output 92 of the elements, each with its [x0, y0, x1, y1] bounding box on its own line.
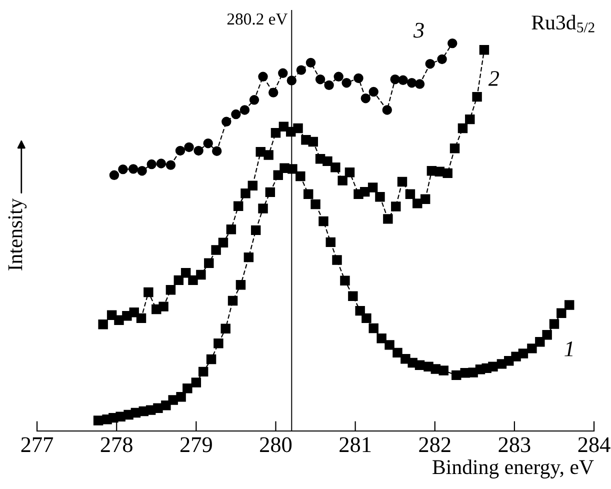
- point: [406, 78, 417, 88]
- point: [306, 58, 316, 68]
- point: [479, 45, 490, 55]
- point: [448, 38, 458, 48]
- point: [465, 114, 475, 124]
- text: Ru3d$_{5/2}$: [532, 14, 594, 32]
- point: [437, 54, 447, 64]
- point: [398, 75, 408, 86]
- point: [330, 162, 340, 172]
- point: [156, 158, 166, 168]
- point: [324, 80, 334, 90]
- y-axis-title: Intensity: [8, 198, 27, 270]
- point: [458, 123, 468, 134]
- point: [98, 320, 108, 330]
- point: [166, 285, 176, 295]
- point: [344, 168, 355, 178]
- point: [296, 65, 306, 75]
- point: [194, 146, 204, 156]
- point: [414, 79, 425, 89]
- x-tick-label: 279: [180, 437, 212, 452]
- point: [231, 109, 241, 120]
- point: [109, 170, 120, 180]
- point: [158, 302, 168, 312]
- point: [188, 275, 198, 286]
- point: [240, 105, 250, 115]
- point: [397, 176, 408, 187]
- point: [278, 68, 288, 78]
- point: [249, 95, 260, 105]
- point: [442, 168, 452, 178]
- x-tick-label: 281: [340, 437, 371, 452]
- point: [180, 268, 191, 278]
- point: [218, 238, 228, 248]
- x-tick-label: 282: [419, 437, 450, 452]
- point: [233, 201, 244, 212]
- point: [211, 245, 221, 255]
- point: [264, 150, 274, 160]
- series-label: 2: [488, 71, 499, 86]
- point: [129, 308, 139, 318]
- point: [286, 76, 297, 86]
- point: [368, 86, 378, 97]
- point: [248, 180, 258, 190]
- point: [270, 128, 281, 138]
- point: [114, 315, 124, 325]
- point: [146, 159, 156, 170]
- point: [118, 164, 128, 174]
- point: [368, 182, 378, 192]
- point: [203, 138, 213, 148]
- x-tick-label: 283: [498, 437, 530, 452]
- point: [240, 188, 250, 198]
- point: [405, 189, 416, 199]
- series-label: 3: [413, 22, 424, 38]
- point: [184, 142, 194, 152]
- point: [136, 313, 146, 324]
- point: [322, 156, 332, 166]
- point: [315, 74, 326, 84]
- point: [204, 258, 214, 268]
- point: [196, 270, 206, 280]
- x-tick-label: 277: [21, 437, 54, 452]
- point: [375, 192, 385, 202]
- point: [360, 94, 371, 104]
- point: [425, 59, 435, 69]
- point: [338, 176, 348, 186]
- point: [222, 116, 232, 126]
- point: [258, 72, 268, 82]
- point: [175, 146, 186, 156]
- point: [450, 144, 460, 154]
- point: [334, 72, 344, 82]
- x-axis-title: Binding energy, eV: [432, 459, 594, 478]
- ref-line-label: 280.2 eV: [227, 13, 288, 25]
- point: [144, 287, 154, 298]
- x-tick-label: 278: [100, 437, 132, 452]
- point: [391, 202, 401, 212]
- point: [382, 105, 392, 115]
- point: [420, 194, 430, 204]
- point: [174, 275, 184, 286]
- point: [308, 136, 318, 147]
- point: [268, 88, 278, 98]
- point: [390, 74, 400, 84]
- x-tick-label: 280: [260, 437, 292, 452]
- series-label: 1: [564, 342, 573, 356]
- point: [128, 164, 138, 174]
- point: [137, 166, 147, 176]
- point: [212, 146, 222, 156]
- point: [226, 224, 236, 234]
- point: [293, 123, 303, 134]
- point: [412, 198, 422, 208]
- point: [383, 214, 393, 224]
- point: [354, 73, 364, 84]
- point: [472, 92, 482, 102]
- x-tick-label: 284: [578, 437, 610, 452]
- point: [166, 160, 176, 170]
- point: [342, 78, 352, 88]
